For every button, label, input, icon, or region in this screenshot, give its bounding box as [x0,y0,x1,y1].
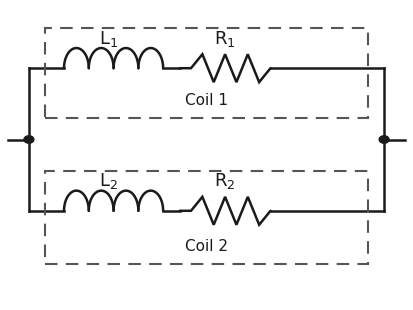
Text: Coil 2: Coil 2 [185,239,228,254]
Circle shape [24,136,34,143]
Text: L$_1$: L$_1$ [99,29,118,49]
Text: L$_2$: L$_2$ [99,171,118,191]
Bar [45,28,368,118]
Text: R$_1$: R$_1$ [214,29,236,49]
Bar [45,170,368,264]
Circle shape [379,136,389,143]
Text: R$_2$: R$_2$ [214,171,236,191]
Text: Coil 1: Coil 1 [185,93,228,108]
